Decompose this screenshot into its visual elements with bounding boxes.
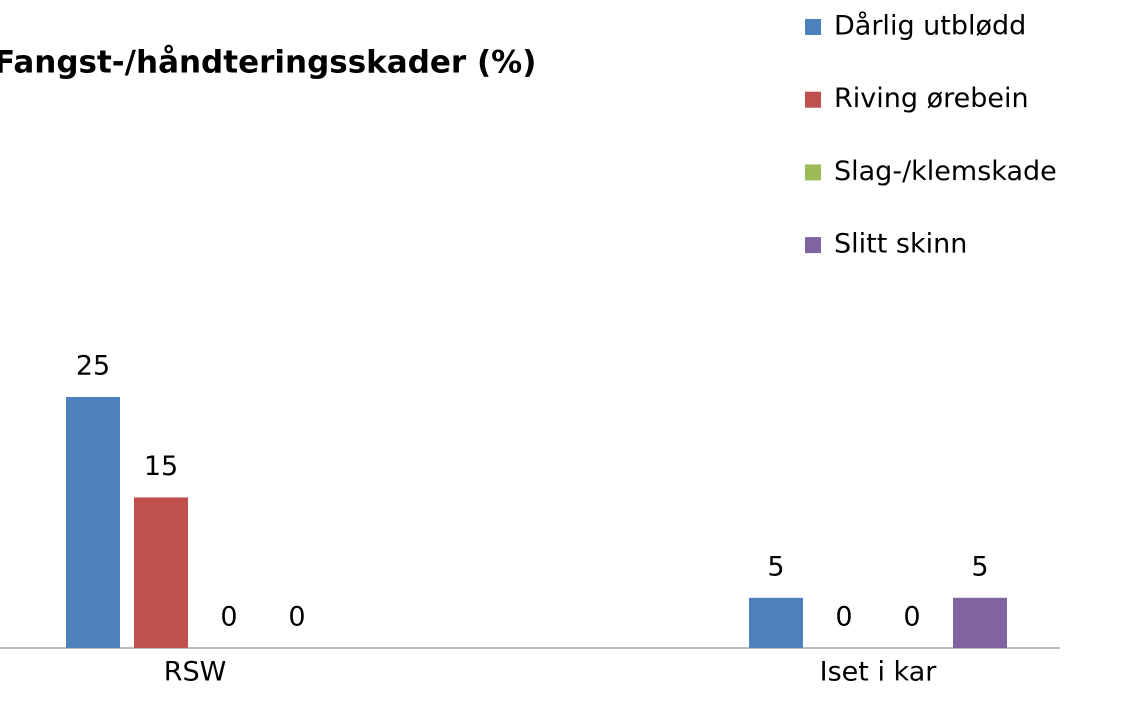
bar xyxy=(66,397,120,648)
x-tick-label: Iset i kar xyxy=(820,657,938,688)
chart-title: Fangst-/håndteringsskader (%) xyxy=(0,45,536,81)
data-label: 15 xyxy=(144,451,178,482)
data-label: 5 xyxy=(767,551,784,582)
data-label: 25 xyxy=(76,351,110,382)
legend-swatch xyxy=(805,19,821,35)
legend-swatch xyxy=(805,91,821,108)
bar xyxy=(749,597,803,648)
data-label: 0 xyxy=(220,602,237,633)
legend-swatch xyxy=(805,164,821,181)
legend-label: Slitt skinn xyxy=(834,229,967,260)
data-label: 5 xyxy=(971,551,988,582)
bar xyxy=(953,597,1007,648)
data-label: 0 xyxy=(288,602,305,633)
x-tick-label: RSW xyxy=(164,657,227,688)
legend-label: Slag-/klemskade xyxy=(834,156,1057,187)
bar xyxy=(134,497,188,648)
data-label: 0 xyxy=(903,602,920,633)
legend-swatch xyxy=(805,237,821,254)
data-label: 0 xyxy=(835,602,852,633)
legend-label: Dårlig utblødd xyxy=(834,11,1026,42)
legend-label: Riving ørebein xyxy=(834,83,1029,114)
